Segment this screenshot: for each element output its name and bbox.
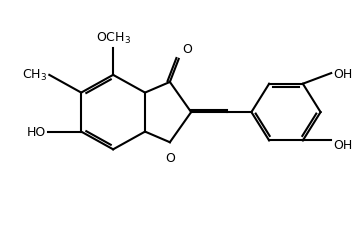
Text: HO: HO	[26, 126, 46, 138]
Text: O: O	[165, 152, 175, 164]
Text: OCH$_3$: OCH$_3$	[96, 30, 131, 46]
Text: OH: OH	[333, 138, 352, 151]
Text: CH$_3$: CH$_3$	[22, 68, 48, 83]
Text: OH: OH	[333, 67, 352, 80]
Text: O: O	[182, 43, 192, 56]
